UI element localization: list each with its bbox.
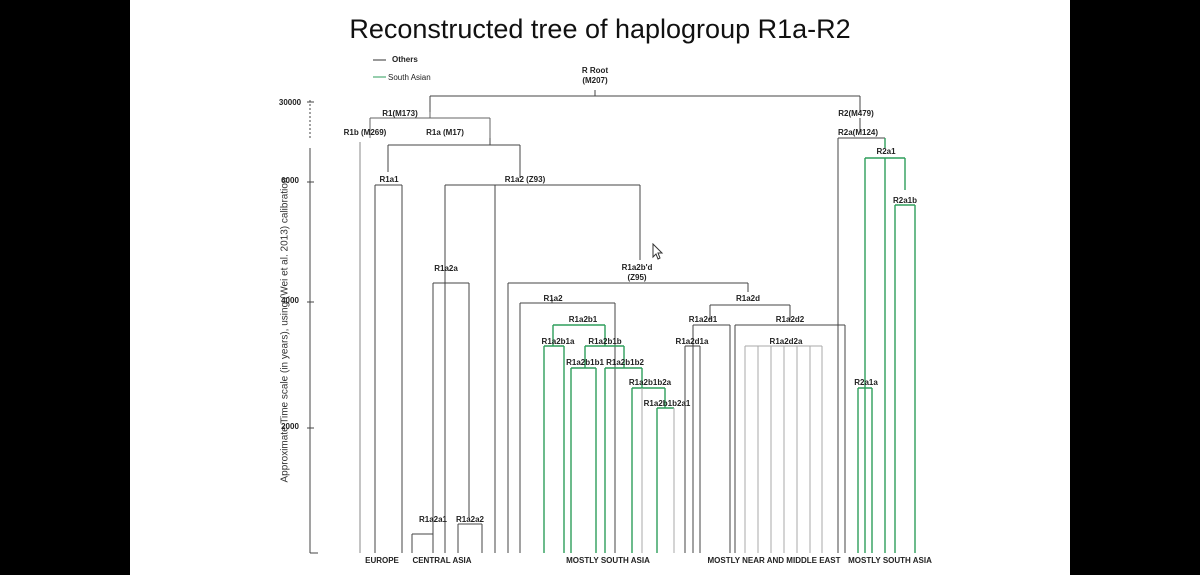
node-r1a2d: R1a2d	[735, 294, 761, 303]
r1a2d2-branch	[734, 324, 846, 553]
node-root-marker: (M207)	[582, 76, 608, 85]
node-r1a2d1a: R1a2d1a	[675, 337, 709, 346]
node-r1a2b1b2a: R1a2b1b2a	[628, 378, 672, 387]
r1a2b1b2a-green	[631, 387, 666, 553]
legend-others: Others	[392, 55, 418, 64]
root-branch	[429, 90, 861, 112]
region-central-asia: CENTRAL ASIA	[412, 556, 472, 565]
y-tick-6000: 6000	[281, 176, 299, 185]
node-r1a2b1b2a1: R1a2b1b2a1	[643, 399, 691, 408]
r2a1a-green	[857, 387, 873, 553]
node-r1a2d2a: R1a2d2a	[769, 337, 803, 346]
legend-south-asian: South Asian	[388, 73, 431, 82]
r1a2b1b-green	[584, 345, 625, 368]
r1a2a-branch	[432, 282, 470, 553]
time-axis	[309, 148, 318, 554]
r1a2d2a-box	[744, 345, 823, 553]
mouse-cursor-icon	[652, 243, 664, 260]
r1a2b1-green	[552, 324, 606, 346]
phylogenetic-tree	[307, 59, 916, 554]
r1-branch	[369, 112, 491, 138]
node-r2a1b: R2a1b	[892, 196, 918, 205]
r1a2b1b2a1-green	[656, 407, 674, 553]
y-axis-label: Approximate Time scale (in years), using…	[279, 177, 291, 483]
node-r1a: R1a (M17)	[426, 128, 464, 137]
node-r2: R2(M479)	[838, 109, 874, 118]
node-r1a2a1: R1a2a1	[418, 515, 448, 524]
node-r2a1: R2a1	[876, 147, 896, 156]
r2a1-green	[864, 157, 906, 553]
r1a2d1a-box	[684, 345, 701, 553]
r1a2-branch	[444, 184, 641, 553]
node-z95: (Z95)	[627, 273, 647, 282]
node-r1a2d1: R1a2d1	[688, 315, 718, 324]
r1a2d1-branch	[692, 324, 731, 553]
y-tick-30000: 30000	[278, 98, 302, 107]
node-r1a2b1b: R1a2b1b	[588, 337, 622, 346]
node-r1a1: R1a1	[379, 175, 399, 184]
slide-title: Reconstructed tree of haplogroup R1a-R2	[349, 14, 851, 44]
node-r1a2b1a: R1a2b1a	[541, 337, 575, 346]
r1a1-box	[374, 184, 403, 553]
node-r1a2bd: R1a2b'd	[621, 263, 653, 272]
node-r1a2a: R1a2a	[434, 264, 458, 273]
region-europe: EUROPE	[365, 556, 399, 565]
y-tick-4000: 4000	[281, 296, 299, 305]
r1a-branch	[387, 138, 521, 178]
y-tick-2000: 2000	[281, 422, 299, 431]
r2a1b-green	[894, 204, 916, 553]
region-near-middle-east: MOSTLY NEAR AND MIDDLE EAST	[707, 556, 841, 565]
node-r1a2: R1a2 (Z93)	[504, 175, 546, 184]
r1a2a2-box	[457, 523, 483, 553]
r2-branch	[837, 118, 885, 553]
node-r1a2b1b1: R1a2b1b1	[566, 358, 604, 367]
r1a2a1-box	[411, 533, 433, 553]
r1a2bd-branch	[507, 282, 749, 553]
node-r1a2a2: R1a2a2	[455, 515, 485, 524]
node-r1a2-sub: R1a2	[543, 294, 563, 303]
slide: Reconstructed tree of haplogroup R1a-R2	[130, 0, 1070, 575]
r1a2b1b2-green	[604, 367, 643, 553]
node-r2a1a: R2a1a	[854, 378, 878, 387]
r1a2b1b2a1-grey	[641, 388, 675, 553]
node-r2a: R2a(M124)	[837, 128, 879, 137]
region-south-asia-2: MOSTLY SOUTH ASIA	[848, 556, 932, 565]
r1a2b1b1-green	[570, 367, 597, 553]
r1a2b1a-green	[543, 345, 565, 553]
node-r1a2b1b2: R1a2b1b2	[606, 358, 644, 367]
node-r1: R1(M173)	[382, 109, 418, 118]
r1a2d-branch	[709, 304, 791, 320]
r1a2-sub-branch	[519, 298, 615, 553]
node-r1a2d2: R1a2d2	[775, 315, 805, 324]
node-root: R Root	[581, 66, 609, 75]
region-south-asia-1: MOSTLY SOUTH ASIA	[566, 556, 650, 565]
node-r1b: R1b (M269)	[343, 128, 387, 137]
node-r1a2b1: R1a2b1	[568, 315, 598, 324]
